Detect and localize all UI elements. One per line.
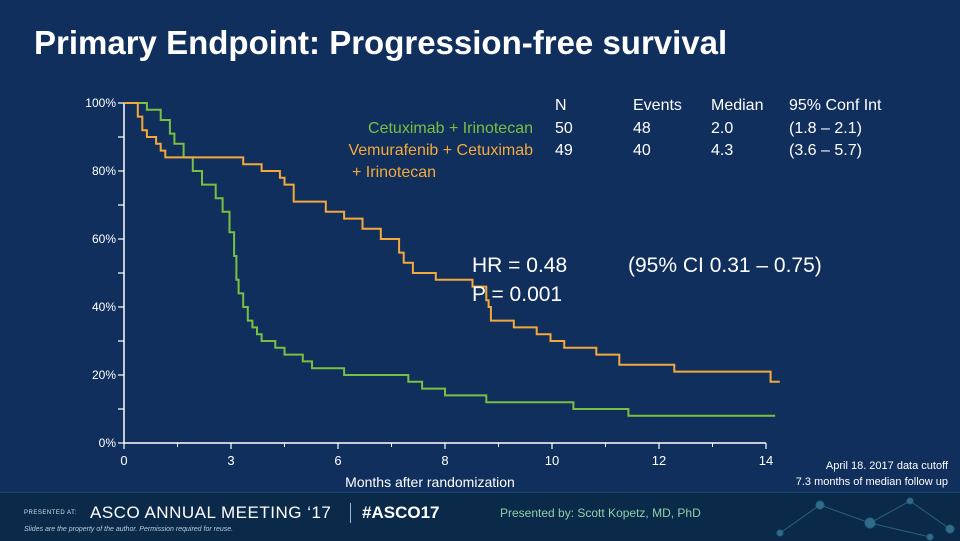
x-tick-label: 3 [227,453,234,468]
kaplan-meier-chart: 0% 20% 40% 60% 80% 100% 0 3 6 8 10 12 14 Months after… [85,96,882,490]
x-axis-label: Months after randomization [345,474,515,490]
x-tick-label: 14 [759,453,773,468]
series-line-cetuximab-irinotecan [124,102,776,417]
legend-label-continued: + Irinotecan [352,164,436,181]
presented-at-label: PRESENTED AT: [24,510,77,516]
y-tick-label: 60% [92,232,116,246]
table-header: Events [633,97,682,114]
y-tick-label: 20% [92,368,116,382]
footer-bar: PRESENTED AT: ASCO ANNUAL MEETING ‘17 #A… [0,492,960,541]
x-tick-label: 10 [545,453,559,468]
data-cutoff-note: April 18. 2017 data cutoff [825,460,948,472]
legend-label: Vemurafenib + Cetuximab [348,142,533,159]
hazard-ratio-ci: (95% CI 0.31 – 0.75) [628,254,822,277]
y-tick-label: 80% [92,164,116,178]
table-cell: 49 [555,142,573,159]
table-cell: 50 [555,120,573,137]
meeting-name: ASCO ANNUAL MEETING ‘17 [90,503,332,522]
p-value: P = 0.001 [472,283,562,306]
table-header: N [555,97,567,114]
series-line-vemurafenib-cetuximab-irinotecan [124,102,780,383]
y-tick-label: 40% [92,300,116,314]
x-tick-label: 6 [334,453,341,468]
table-header: 95% Conf Int [789,97,882,114]
table-cell: (1.8 – 2.1) [789,120,862,137]
table-cell: 2.0 [711,120,733,137]
follow-up-note: 7.3 months of median follow up [795,476,948,488]
hazard-ratio: HR = 0.48 [472,254,567,277]
footer-divider [350,503,351,523]
x-tick-label: 8 [441,453,448,468]
table-cell: 4.3 [711,142,733,159]
table-cell: (3.6 – 5.7) [789,142,862,159]
network-decoration-icon [776,497,955,541]
table-header: Median [711,97,763,114]
x-tick-label: 12 [652,453,666,468]
y-tick-label: 100% [85,96,116,110]
x-tick-label: 0 [120,453,127,468]
presenter: Presented by: Scott Kopetz, MD, PhD [500,506,701,520]
slide-title: Primary Endpoint: Progression-free survi… [34,24,728,61]
y-tick-label: 0% [99,436,117,450]
table-cell: 40 [633,142,651,159]
legend-label: Cetuximab + Irinotecan [368,120,533,137]
hashtag: #ASCO17 [362,503,440,522]
disclaimer: Slides are the property of the author. P… [24,526,234,533]
table-cell: 48 [633,120,651,137]
